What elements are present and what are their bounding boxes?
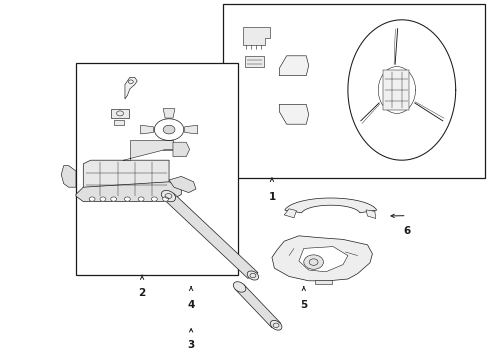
Polygon shape xyxy=(163,109,175,118)
Circle shape xyxy=(111,197,117,201)
Polygon shape xyxy=(125,77,137,99)
Ellipse shape xyxy=(247,271,259,280)
Polygon shape xyxy=(164,193,258,278)
Circle shape xyxy=(304,255,323,269)
Ellipse shape xyxy=(161,190,175,202)
Polygon shape xyxy=(169,176,196,193)
Circle shape xyxy=(163,125,175,134)
Polygon shape xyxy=(279,56,309,76)
Polygon shape xyxy=(285,198,377,213)
Bar xyxy=(76,63,238,275)
Text: 4: 4 xyxy=(187,300,195,310)
Polygon shape xyxy=(185,125,197,134)
Circle shape xyxy=(163,197,169,201)
Circle shape xyxy=(151,197,157,201)
Polygon shape xyxy=(245,56,264,67)
Polygon shape xyxy=(163,141,175,150)
Circle shape xyxy=(124,197,130,201)
Text: 1: 1 xyxy=(269,192,275,202)
Polygon shape xyxy=(83,160,169,198)
Circle shape xyxy=(138,197,144,201)
Polygon shape xyxy=(366,210,376,219)
Polygon shape xyxy=(284,209,296,218)
Circle shape xyxy=(89,197,95,201)
Polygon shape xyxy=(76,182,181,202)
Text: 5: 5 xyxy=(300,300,307,310)
Polygon shape xyxy=(173,142,190,157)
Polygon shape xyxy=(61,166,76,187)
Polygon shape xyxy=(299,247,348,272)
Polygon shape xyxy=(272,236,372,281)
Text: 3: 3 xyxy=(188,340,195,350)
Text: 6: 6 xyxy=(403,226,410,236)
Polygon shape xyxy=(111,109,129,118)
Polygon shape xyxy=(114,120,124,125)
Bar xyxy=(223,4,485,178)
Text: 2: 2 xyxy=(139,288,146,298)
Ellipse shape xyxy=(270,320,282,330)
Polygon shape xyxy=(243,27,270,45)
Polygon shape xyxy=(383,70,409,110)
Ellipse shape xyxy=(233,282,246,292)
Polygon shape xyxy=(141,125,153,134)
Polygon shape xyxy=(235,285,280,328)
Polygon shape xyxy=(315,280,332,284)
Polygon shape xyxy=(122,140,173,160)
Circle shape xyxy=(100,197,106,201)
Polygon shape xyxy=(279,104,309,124)
